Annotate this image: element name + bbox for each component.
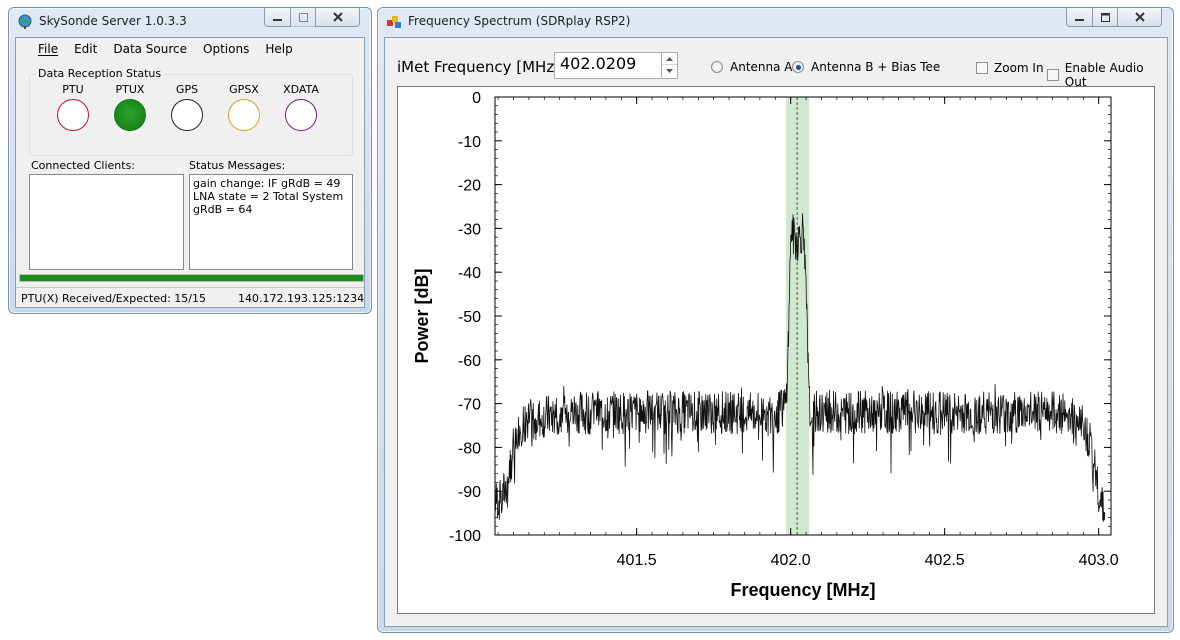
indicator-label: PTU <box>62 83 84 96</box>
group-title: Data Reception Status <box>36 67 164 80</box>
x-tick-label: 402.5 <box>925 552 965 569</box>
minimize-icon <box>1075 18 1084 21</box>
menu-edit[interactable]: Edit <box>74 42 98 56</box>
status-message-text: gain change: IF gRdB = 49 LNA state = 2 … <box>193 177 344 216</box>
skysonde-client: File Edit Data Source Options Help Data … <box>15 37 365 308</box>
status-light-icon <box>171 99 203 131</box>
indicator-label: PTUX <box>115 83 145 96</box>
antenna-b-radio-dot[interactable] <box>792 61 804 73</box>
window-title: Frequency Spectrum (SDRplay RSP2) <box>408 14 631 28</box>
audio-out-label: Enable Audio Out <box>1064 61 1144 89</box>
status-light-icon <box>57 99 89 131</box>
status-light-icon <box>114 99 146 131</box>
status-messages-label: Status Messages: <box>189 159 286 172</box>
audio-out-box[interactable] <box>1047 69 1059 81</box>
spin-up-arrow-icon[interactable] <box>662 53 677 65</box>
spectrum-trace <box>494 213 1106 522</box>
x-tick-label: 402.0 <box>771 552 811 569</box>
indicator-xdata: XDATA <box>278 83 324 131</box>
antenna-b-radio[interactable]: Antenna B + Bias Tee <box>792 60 940 74</box>
spectrum-plot-panel: 0 -10 -20 -30 -40 -50 -60 -70 -80 -90 -100 401.5 402… <box>397 86 1155 614</box>
skysonde-titlebar[interactable]: SkySonde Server 1.0.3.3 <box>9 8 371 36</box>
signal-band-highlight <box>786 97 810 535</box>
y-tick-label: -20 <box>458 178 481 195</box>
window-title: SkySonde Server 1.0.3.3 <box>39 14 187 28</box>
imet-frequency-label: iMet Frequency [MHz]: <box>397 58 566 76</box>
spectrum-titlebar[interactable]: Frequency Spectrum (SDRplay RSP2) <box>378 8 1173 36</box>
imet-frequency-input[interactable]: 402.0209 <box>554 52 663 79</box>
indicator-gpsx: GPSX <box>221 83 267 131</box>
x-tick-label: 401.5 <box>617 552 657 569</box>
y-tick-label: -60 <box>458 353 481 370</box>
server-address: 140.172.193.125:1234 <box>238 292 365 305</box>
minimize-icon <box>273 18 282 21</box>
menubar: File Edit Data Source Options Help <box>16 38 364 60</box>
y-axis-label: Power [dB] <box>412 268 432 363</box>
spectrum-chart: 0 -10 -20 -30 -40 -50 -60 -70 -80 -90 -100 401.5 402… <box>412 90 1119 600</box>
spectrum-client: iMet Frequency [MHz]: 402.0209 Antenna A… <box>384 37 1168 627</box>
maximize-icon <box>298 12 308 22</box>
zoom-in-box[interactable] <box>976 62 988 74</box>
menu-data-source[interactable]: Data Source <box>113 42 188 56</box>
frequency-spinner[interactable] <box>661 52 678 79</box>
maximize-icon <box>1100 12 1110 22</box>
connected-clients-list[interactable] <box>29 174 184 270</box>
progress-fill <box>20 275 363 281</box>
indicator-label: XDATA <box>283 83 319 96</box>
spectrum-window: Frequency Spectrum (SDRplay RSP2) iMet F… <box>377 7 1174 633</box>
y-tick-label: 0 <box>472 90 481 107</box>
indicator-ptux: PTUX <box>107 83 153 131</box>
close-button[interactable] <box>1117 8 1162 27</box>
skysonde-window: SkySonde Server 1.0.3.3 File Edit Data S… <box>8 7 372 314</box>
maximize-button[interactable] <box>1092 8 1118 27</box>
y-tick-label: -40 <box>458 265 481 282</box>
y-tick-label: -30 <box>458 221 481 238</box>
indicator-label: GPSX <box>229 83 259 96</box>
status-messages-box[interactable]: gain change: IF gRdB = 49 LNA state = 2 … <box>189 174 353 270</box>
ptu-received-expected: PTU(X) Received/Expected: 15/15 <box>21 292 206 305</box>
reception-progress-bar <box>19 274 364 282</box>
indicator-label: GPS <box>175 83 199 96</box>
zoom-in-label: Zoom In <box>994 61 1044 75</box>
menu-options[interactable]: Options <box>203 42 250 56</box>
y-tick-label: -100 <box>449 528 481 545</box>
minimize-button[interactable] <box>264 8 291 27</box>
antenna-a-radio-dot[interactable] <box>711 61 723 73</box>
antenna-b-label: Antenna B + Bias Tee <box>811 60 941 74</box>
x-tick-label: 403.0 <box>1079 552 1119 569</box>
y-tick-label: -90 <box>458 484 481 501</box>
close-icon <box>1134 12 1145 22</box>
connected-clients-label: Connected Clients: <box>31 159 136 172</box>
y-tick-label: -10 <box>458 134 481 151</box>
y-tick-label: -80 <box>458 440 481 457</box>
app-icon <box>387 16 401 28</box>
y-tick-label: -70 <box>458 397 481 414</box>
antenna-a-label: Antenna A <box>730 60 793 74</box>
globe-icon <box>18 14 32 29</box>
indicator-gps: GPS <box>164 83 210 131</box>
status-light-icon <box>285 99 317 131</box>
x-axis-label: Frequency [MHz] <box>730 580 875 600</box>
minimize-button[interactable] <box>1066 8 1093 27</box>
status-light-icon <box>228 99 260 131</box>
zoom-in-checkbox[interactable]: Zoom In <box>976 61 1044 75</box>
indicator-ptu: PTU <box>50 83 96 131</box>
close-icon <box>332 12 343 22</box>
menu-file[interactable]: File <box>38 42 59 56</box>
audio-out-checkbox[interactable]: Enable Audio Out <box>1047 61 1167 89</box>
spin-down-arrow-icon[interactable] <box>662 65 677 77</box>
data-reception-status-group: Data Reception Status PTU PTUX GPS GPSX XDAT… <box>29 67 353 156</box>
close-button[interactable] <box>315 8 360 27</box>
status-bar: PTU(X) Received/Expected: 15/15 140.172.… <box>16 287 364 307</box>
y-tick-label: -50 <box>458 309 481 326</box>
maximize-button[interactable] <box>290 8 316 27</box>
menu-help[interactable]: Help <box>265 42 293 56</box>
antenna-a-radio[interactable]: Antenna A <box>711 60 793 74</box>
